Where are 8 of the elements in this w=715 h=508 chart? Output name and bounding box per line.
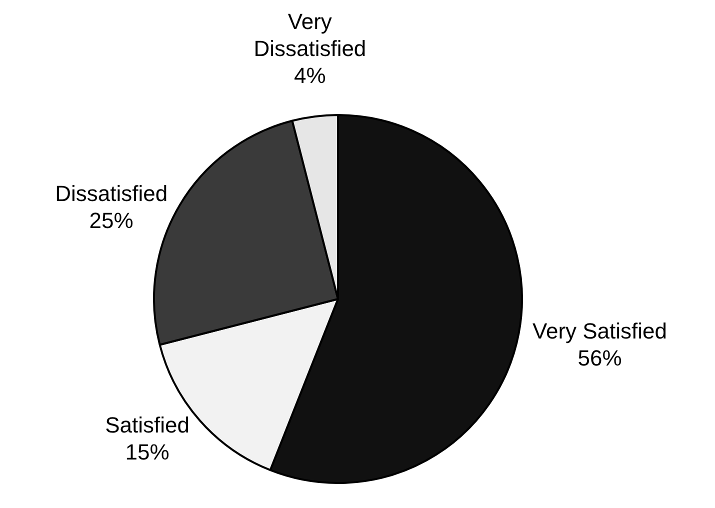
data-label: 15%	[125, 440, 170, 464]
slice-label: Very Satisfied	[532, 318, 668, 344]
slice-label: Very Dissatisfied	[254, 8, 366, 61]
slice-label: Satisfied	[105, 412, 190, 438]
data-label: 56%	[578, 346, 622, 371]
data-label: 25%	[89, 208, 134, 233]
data-label: 4%	[294, 62, 326, 88]
slice-label: Dissatisfied	[55, 180, 168, 206]
